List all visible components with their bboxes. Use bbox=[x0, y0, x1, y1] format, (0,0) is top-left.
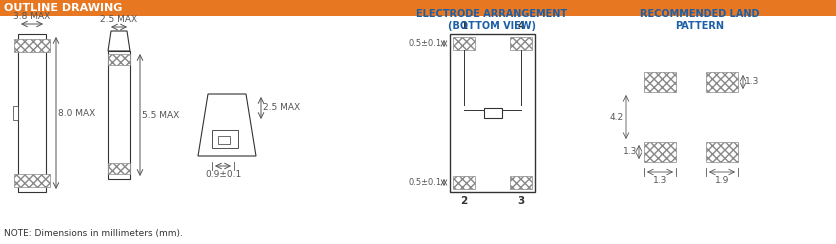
Text: 5.5 MAX: 5.5 MAX bbox=[142, 111, 179, 120]
Text: 8.0 MAX: 8.0 MAX bbox=[58, 109, 95, 118]
Text: 0.5±0.1: 0.5±0.1 bbox=[409, 39, 442, 48]
Bar bbox=[450, 34, 535, 192]
Bar bbox=[212, 130, 238, 148]
Text: 0.5±0.1: 0.5±0.1 bbox=[409, 178, 442, 187]
Bar bbox=[13, 106, 18, 120]
Bar bbox=[644, 72, 676, 92]
Bar bbox=[706, 72, 738, 92]
Text: 1: 1 bbox=[461, 21, 467, 31]
Bar bbox=[18, 34, 46, 192]
Text: 2.5 MAX: 2.5 MAX bbox=[100, 15, 138, 24]
Text: OUTLINE DRAWING: OUTLINE DRAWING bbox=[4, 3, 122, 13]
Text: 1.9: 1.9 bbox=[715, 176, 729, 185]
Text: 3.8 MAX: 3.8 MAX bbox=[13, 12, 51, 21]
Text: 1.3: 1.3 bbox=[653, 176, 667, 185]
Text: NOTE: Dimensions in millimeters (mm).: NOTE: Dimensions in millimeters (mm). bbox=[4, 229, 183, 238]
Bar bbox=[510, 176, 532, 189]
Text: ELECTRODE ARRANGEMENT
(BOTTOM VIEW): ELECTRODE ARRANGEMENT (BOTTOM VIEW) bbox=[416, 9, 568, 30]
Bar bbox=[14, 174, 50, 187]
Bar bbox=[14, 39, 50, 52]
Bar bbox=[218, 136, 230, 144]
Bar bbox=[706, 142, 738, 162]
Text: 4: 4 bbox=[517, 21, 525, 31]
Bar bbox=[483, 108, 502, 118]
Text: RECOMMENDED LAND
PATTERN: RECOMMENDED LAND PATTERN bbox=[640, 9, 760, 30]
Text: 4.2: 4.2 bbox=[610, 112, 624, 122]
Text: 1.3: 1.3 bbox=[745, 78, 759, 87]
Bar bbox=[108, 163, 130, 174]
Text: 0.9±0.1: 0.9±0.1 bbox=[205, 170, 241, 179]
Bar bbox=[108, 54, 130, 65]
Text: 2: 2 bbox=[461, 196, 467, 206]
Bar bbox=[453, 37, 475, 50]
Bar bbox=[510, 37, 532, 50]
Bar bbox=[108, 51, 130, 179]
Text: 3: 3 bbox=[517, 196, 525, 206]
Text: 1.3: 1.3 bbox=[623, 148, 637, 156]
Polygon shape bbox=[108, 31, 130, 51]
Bar bbox=[453, 176, 475, 189]
Bar bbox=[644, 142, 676, 162]
Bar bbox=[0, 0, 836, 16]
Text: 2.5 MAX: 2.5 MAX bbox=[263, 103, 300, 112]
Polygon shape bbox=[198, 94, 256, 156]
